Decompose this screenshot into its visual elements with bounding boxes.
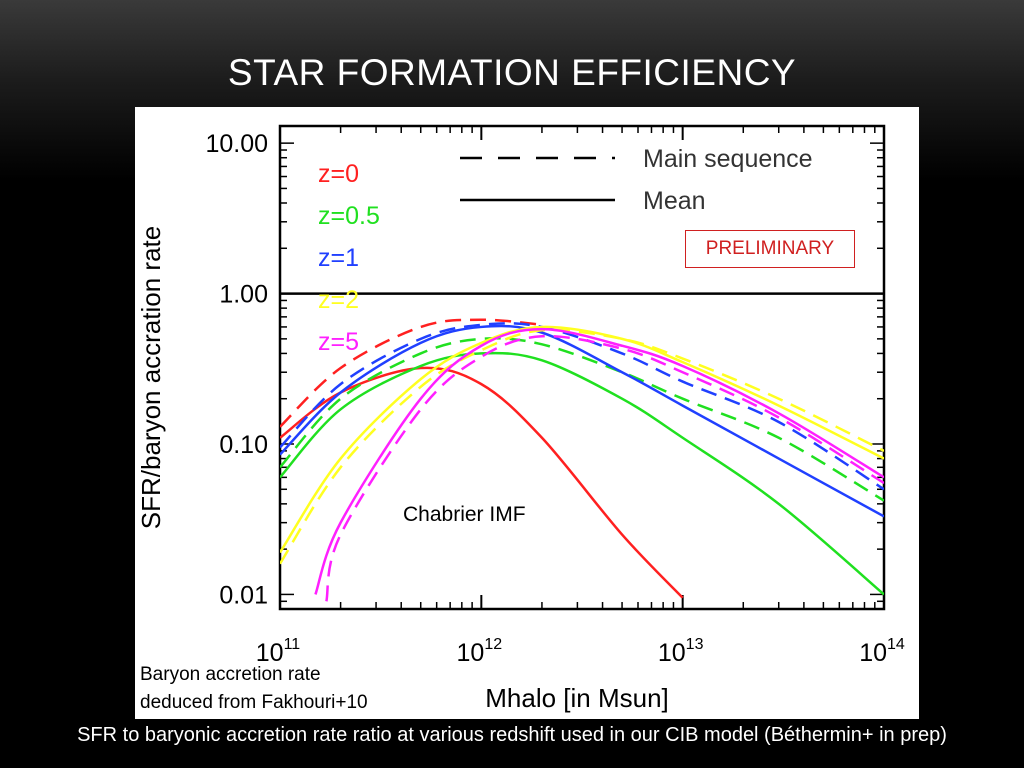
slide-caption: SFR to baryonic accretion rate ratio at … (77, 724, 947, 746)
series-line-z05-solid (280, 351, 884, 596)
series-line-z1-dashed (280, 322, 884, 491)
chart-figure: 1011 1012 1013 1014 0.01 0.10 1.00 10.00 Mhalo [… (135, 107, 919, 719)
series-line-z05-dashed (280, 337, 884, 502)
source-note-line-1: Baryon accretion rate (140, 664, 321, 685)
plot-frame (278, 124, 886, 611)
preliminary-label: PRELIMINARY (685, 230, 855, 268)
x-tick-label: 1013 (658, 636, 704, 667)
source-note: Baryon accretion rate deduced from Fakho… (140, 661, 368, 717)
legend-redshift-label: z=5 (318, 328, 359, 356)
legend-redshift-label: z=0.5 (318, 202, 380, 230)
series-line-z0-solid (280, 366, 684, 599)
legend-redshift-label: z=2 (318, 286, 359, 314)
series-line-z0-dashed (280, 318, 543, 428)
series-line-z5-dashed (325, 334, 884, 602)
y-tick-label: 0.01 (219, 581, 268, 609)
x-axis-label: Mhalo [in Msun] (485, 683, 669, 713)
series-line-z2-solid (280, 325, 884, 554)
series-line-z1-solid (280, 324, 884, 518)
legend-style-label: Main sequence (643, 145, 813, 173)
y-tick-label: 10.00 (205, 130, 268, 158)
x-tick-label: 1014 (859, 636, 905, 667)
chart-svg: 1011 1012 1013 1014 0.01 0.10 1.00 10.00 Mhalo [… (136, 124, 905, 713)
source-note-line-2: deduced from Fakhouri+10 (140, 692, 368, 713)
x-tick-label: 1012 (457, 636, 503, 667)
slide-title: STAR FORMATION EFFICIENCY (227, 52, 797, 93)
imf-annotation: Chabrier IMF (403, 503, 526, 526)
legend-redshift-label: z=1 (318, 244, 359, 272)
x-tick-label: 1011 (256, 636, 301, 667)
y-tick-label: 1.00 (219, 281, 268, 309)
y-tick-label: 0.10 (219, 431, 268, 459)
series-line-z5-solid (314, 327, 884, 595)
legend-style-label: Mean (643, 187, 706, 215)
legend-redshift-label: z=0 (318, 160, 359, 188)
y-axis-label: SFR/baryon accration rate (136, 226, 166, 529)
